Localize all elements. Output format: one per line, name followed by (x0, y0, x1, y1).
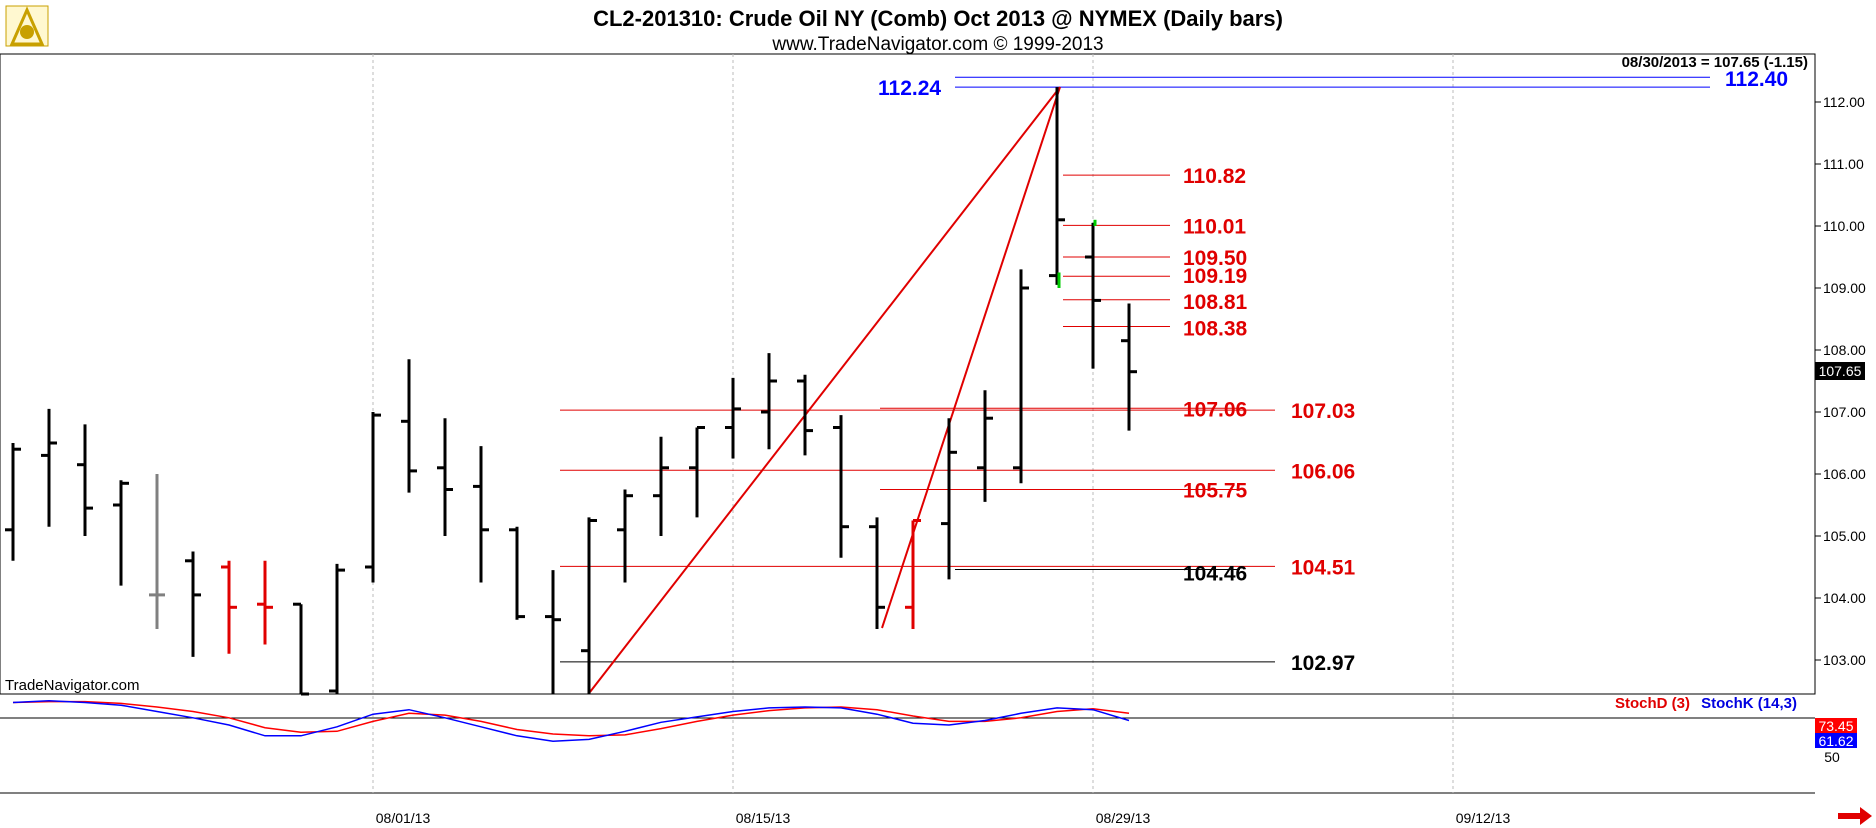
stochastic-panel (12, 699, 1130, 742)
last-price-info: 08/30/2013 = 107.65 (-1.15) (1622, 54, 1808, 71)
date-axis: 08/01/13 08/15/13 08/29/13 09/12/13 (376, 810, 1511, 826)
level-label: 110.01 (1183, 215, 1246, 238)
level-label: 104.46 (1183, 563, 1247, 586)
level-label: 107.03 (1291, 400, 1355, 423)
price-tick-label: 106.00 (1823, 466, 1866, 482)
date-grid (372, 54, 1454, 793)
price-panel (0, 53, 1816, 695)
sextant-logo-icon (5, 5, 49, 47)
level-label: 102.97 (1291, 652, 1355, 675)
level-label: 104.51 (1291, 556, 1356, 579)
date-tick-label: 09/12/13 (1456, 810, 1511, 826)
stoch-d-legend: StochD (3) (1615, 695, 1690, 712)
price-tick-label: 108.00 (1823, 342, 1866, 358)
last-price-tag-bg (1815, 362, 1865, 380)
price-tick-label: 104.00 (1823, 590, 1866, 606)
level-label: 108.38 (1183, 318, 1248, 341)
annotation-lines (560, 76, 1710, 693)
scroll-right-arrow-icon[interactable] (1838, 807, 1872, 825)
price-bars (5, 87, 1137, 696)
logo-sextant-frame (9, 6, 45, 46)
logo-sextant-lens (20, 25, 34, 39)
level-label: 105.75 (1183, 480, 1248, 503)
level-label: 106.06 (1291, 460, 1355, 483)
price-tick-label: 110.00 (1823, 218, 1865, 234)
price-tick-label: 112.00 (1823, 94, 1865, 110)
stoch-k-line (12, 699, 1130, 742)
stoch-d-line (12, 700, 1130, 737)
date-tick-label: 08/15/13 (736, 810, 791, 826)
level-label: 108.81 (1183, 291, 1248, 314)
price-tick-label: 105.00 (1823, 528, 1866, 544)
level-label: 110.82 (1183, 165, 1246, 188)
stoch-k-tag-bg (1815, 733, 1857, 748)
level-label: 107.06 (1183, 398, 1247, 421)
last-price-tag: 107.65 (1819, 363, 1862, 379)
date-tick-label: 08/29/13 (1096, 810, 1151, 826)
stoch-mid-label: 50 (1824, 749, 1840, 765)
watermark: TradeNavigator.com (5, 677, 140, 694)
chart-subtitle: www.TradeNavigator.com © 1999-2013 (771, 34, 1103, 55)
price-tick-label: 109.00 (1823, 280, 1866, 296)
stoch-k-tag: 61.62 (1818, 733, 1853, 749)
price-axis: 103.00 104.00 105.00 106.00 107.00 108.00 109.… (1815, 94, 1866, 668)
stoch-k-legend: StochK (14,3) (1701, 695, 1797, 712)
price-tick-label: 103.00 (1823, 652, 1866, 668)
swing-high-label: 112.40 (1725, 68, 1788, 91)
stoch-d-tag: 73.45 (1818, 718, 1853, 734)
price-tick-label: 111.00 (1823, 156, 1864, 172)
date-tick-label: 08/01/13 (376, 810, 431, 826)
chart-title: CL2-201310: Crude Oil NY (Comb) Oct 2013… (593, 6, 1283, 31)
price-tick-label: 107.00 (1823, 404, 1866, 420)
swing-high-label: 112.24 (878, 77, 941, 100)
level-label: 109.19 (1183, 265, 1247, 288)
trend-line (881, 86, 1061, 629)
trend-line (589, 86, 1061, 693)
stoch-d-tag-bg (1815, 718, 1857, 733)
level-label: 109.50 (1183, 247, 1247, 270)
